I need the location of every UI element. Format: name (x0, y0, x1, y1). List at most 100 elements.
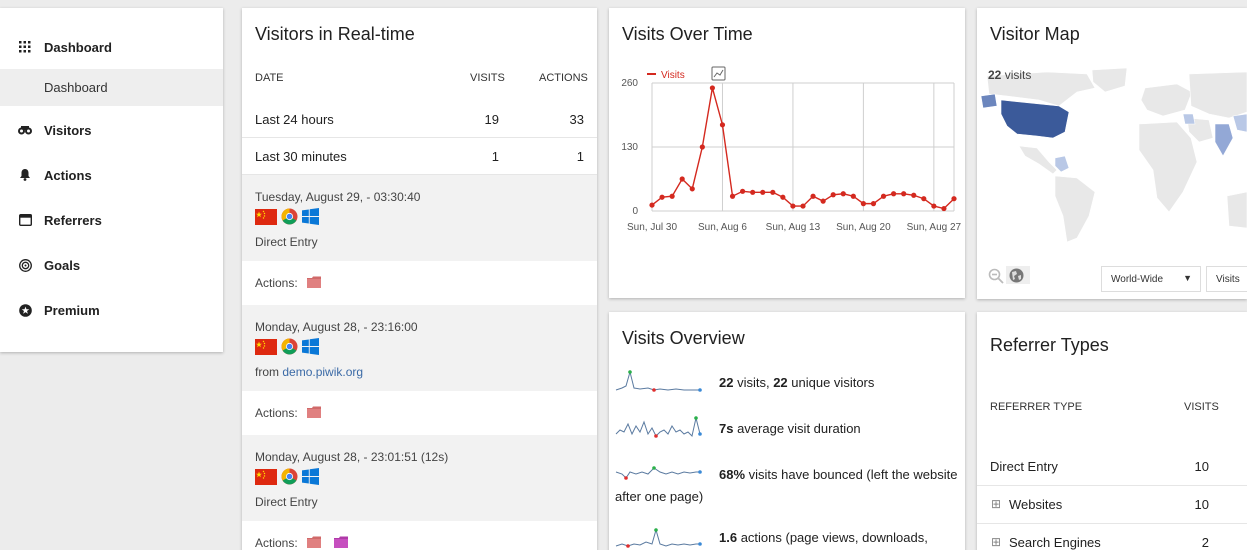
india-region[interactable] (1214, 123, 1234, 157)
folder-icon[interactable] (307, 536, 321, 548)
widget-title: Visitors in Real-time (255, 24, 415, 44)
visit-icons (255, 208, 319, 225)
row-visits: 19 (484, 112, 499, 127)
widget-title: Visitor Map (990, 24, 1080, 44)
chrome-icon (281, 468, 298, 485)
visit-datetime: Tuesday, August 29, - 03:30:40 (255, 190, 421, 204)
chevron-down-icon: ▼ (1183, 273, 1192, 283)
folder-icon[interactable] (307, 276, 321, 288)
map-visits-summary: 22 visits (988, 68, 1032, 82)
metric-select[interactable]: Visits (1206, 266, 1247, 292)
series-line-visits (651, 87, 955, 210)
row-actions: 1 (576, 149, 584, 164)
x-tick-label: Sun, Aug 20 (836, 222, 891, 233)
visit-entry[interactable]: Tuesday, August 29, - 03:30:40 Direct En… (242, 175, 597, 261)
sidebar-item-label: Premium (44, 302, 100, 318)
sidebar-item-label: Visitors (44, 122, 92, 138)
sparkline[interactable] (614, 414, 704, 440)
referrer-link[interactable]: demo.piwik.org (282, 365, 364, 379)
europe-region[interactable] (1182, 113, 1196, 125)
folder-icon[interactable] (307, 406, 321, 418)
data-point (689, 186, 695, 192)
data-point (740, 188, 746, 194)
data-point (901, 191, 907, 197)
row-actions: 33 (569, 112, 584, 127)
data-point (750, 189, 756, 195)
x-tick-label: Sun, Aug 13 (766, 222, 821, 233)
actions-label: Actions: (255, 536, 298, 550)
data-point (649, 202, 655, 208)
sparkline[interactable] (614, 460, 704, 486)
data-point (679, 176, 685, 182)
target-icon (17, 257, 33, 273)
usa-region[interactable] (1000, 99, 1070, 139)
row-label: Search Engines (1009, 535, 1101, 550)
x-tick-label: Sun, Jul 30 (627, 222, 677, 233)
x-tick-label: Sun, Aug 27 (907, 222, 962, 233)
table-row[interactable]: Direct Entry 10 (977, 448, 1247, 486)
widget-title: Visits Overview (622, 328, 745, 348)
zoom-out-icon[interactable] (988, 268, 1004, 284)
sidebar-item-label: Referrers (44, 212, 102, 228)
china-flag-icon (255, 468, 277, 485)
y-tick-label: 0 (632, 206, 638, 217)
china-region[interactable] (1232, 113, 1247, 133)
row-visits: 10 (1194, 497, 1209, 512)
window-icon (17, 212, 33, 228)
bell-icon (17, 167, 33, 183)
row-label: Direct Entry (990, 459, 1058, 474)
visit-entry[interactable]: Monday, August 28, - 23:01:51 (12s) Dire… (242, 435, 597, 521)
data-point (780, 194, 786, 200)
data-point (760, 189, 766, 195)
visit-entry[interactable]: Monday, August 28, - 23:16:00 from demo.… (242, 305, 597, 391)
actions-label: Actions: (255, 276, 298, 290)
data-point (709, 85, 715, 91)
y-tick-label: 260 (621, 78, 638, 89)
x-tick-label: Sun, Aug 6 (698, 222, 747, 233)
data-point (770, 189, 776, 195)
globe-icon[interactable] (1009, 268, 1024, 283)
row-label: Websites (1009, 497, 1063, 512)
sparkline[interactable] (614, 368, 704, 394)
windows-icon (302, 468, 319, 485)
row-visits: 10 (1194, 459, 1209, 474)
colombia-region[interactable] (1054, 155, 1070, 173)
row-label: Last 30 minutes (255, 149, 347, 164)
data-point (820, 198, 826, 204)
data-point (941, 205, 947, 212)
sidebar-item-referrers[interactable]: Referrers (0, 202, 223, 238)
data-point (921, 196, 927, 202)
table-row[interactable]: ⊞ Websites 10 (977, 486, 1247, 524)
windows-icon (302, 208, 319, 225)
data-point (911, 192, 917, 198)
chart-type-icon-glyph (713, 69, 724, 78)
folder-icon[interactable] (334, 536, 348, 548)
visit-source: Direct Entry (255, 495, 318, 509)
data-point (699, 144, 705, 150)
data-point (880, 193, 887, 199)
sparkline[interactable] (614, 524, 704, 550)
sidebar-item-visitors[interactable]: Visitors (0, 112, 223, 148)
visit-source: from demo.piwik.org (255, 365, 364, 379)
widget-title: Visits Over Time (622, 24, 753, 44)
visit-icons (255, 338, 319, 355)
world-map[interactable] (977, 66, 1247, 246)
alaska-region[interactable] (980, 93, 998, 109)
visit-source: Direct Entry (255, 235, 318, 249)
data-point (729, 193, 736, 199)
sidebar-item-actions[interactable]: Actions (0, 157, 223, 193)
table-row: Last 24 hours 19 33 (242, 101, 597, 138)
sidebar-subitem-dashboard[interactable]: Dashboard (0, 69, 223, 106)
visit-icons (255, 468, 319, 485)
expand-icon[interactable]: ⊞ (991, 535, 1002, 549)
visit-actions-row: Actions: (242, 261, 597, 305)
line-chart[interactable]: 260 130 0 Sun, Jul 30 Sun, Aug 6 Sun, Aug 13 S… (609, 66, 965, 266)
column-header-date: DATE (255, 72, 284, 84)
region-select[interactable]: World-Wide ▼ (1101, 266, 1201, 292)
sidebar: Dashboard Dashboard Visitors Actions Ref… (0, 8, 223, 352)
expand-icon[interactable]: ⊞ (991, 497, 1002, 511)
table-row[interactable]: ⊞ Search Engines 2 (977, 524, 1247, 550)
sidebar-item-dashboard[interactable]: Dashboard (0, 29, 223, 65)
sidebar-item-premium[interactable]: Premium (0, 292, 223, 328)
sidebar-item-goals[interactable]: Goals (0, 247, 223, 283)
